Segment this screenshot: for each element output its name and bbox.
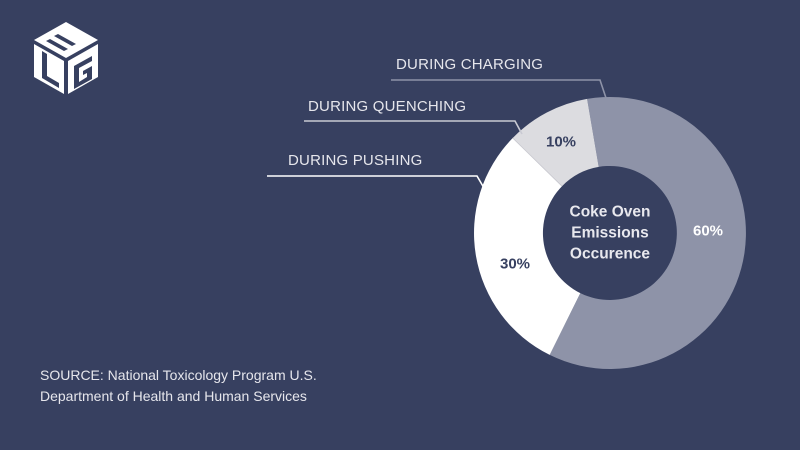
leader-line-charging [391,79,607,99]
center-line-2: Emissions [571,224,649,242]
center-line-1: Coke Oven [569,203,651,221]
leader-line-quenching [304,120,523,135]
leader-line-pushing [267,175,485,189]
pct-charging: 60% [692,222,724,240]
source-line-2: Department of Health and Human Services [40,388,307,404]
slice-charging[interactable] [549,96,746,369]
slice-quenching[interactable] [512,98,599,187]
label-quenching: DURING QUENCHING [308,98,467,115]
pct-pushing: 30% [499,255,531,273]
slice-pushing[interactable] [474,138,581,355]
center-line-3: Occurence [569,245,651,263]
label-charging: DURING CHARGING [396,56,544,73]
cube-logo-icon [34,22,98,94]
donut-center-title: Coke Oven Emissions Occurence [545,202,675,265]
pct-quenching: 10% [545,133,577,151]
source-note: SOURCE: National Toxicology Program U.S.… [40,365,317,407]
source-line-1: SOURCE: National Toxicology Program U.S. [40,367,317,383]
label-pushing: DURING PUSHING [288,152,423,169]
